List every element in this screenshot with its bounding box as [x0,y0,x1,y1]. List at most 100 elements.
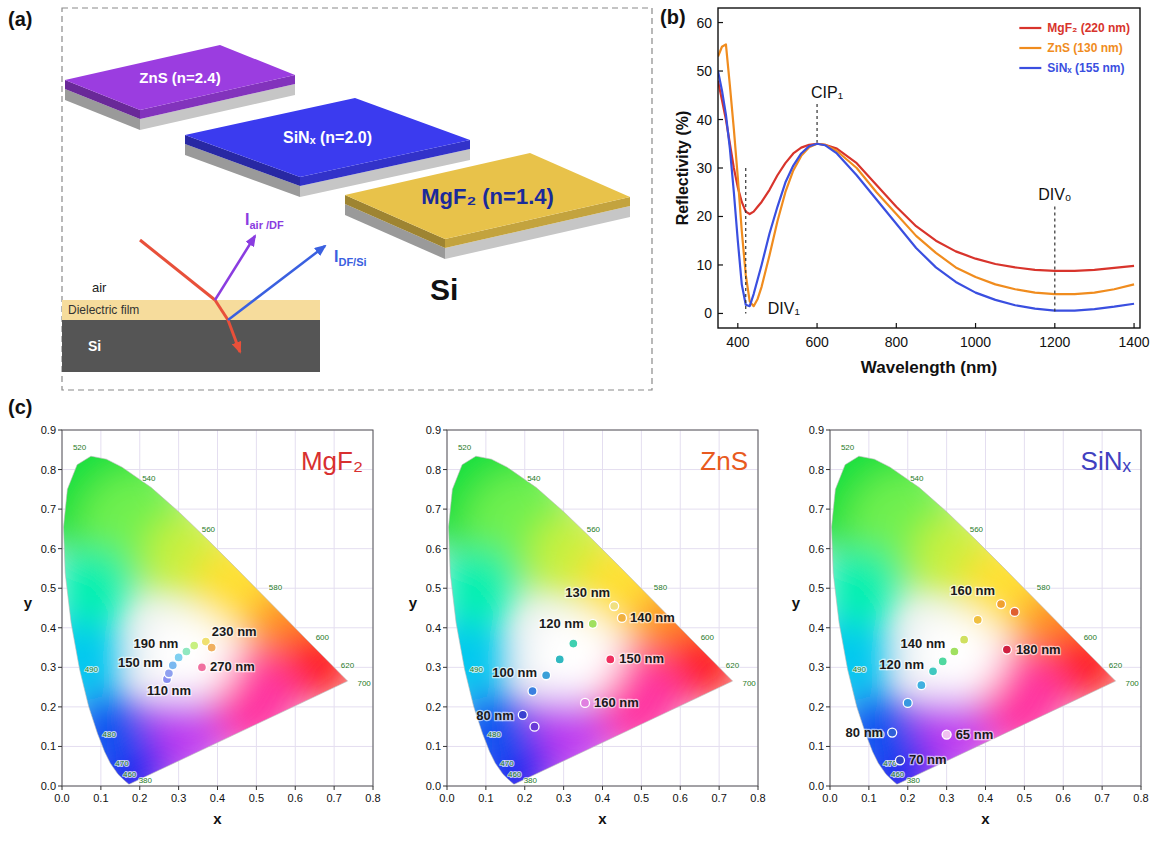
wavelength-label: 540 [910,474,924,483]
film-slab: MgF₂ (n=1.4) [345,153,630,259]
tick-label: 0.8 [1133,792,1148,804]
tick [58,548,62,549]
point-label: 160 nm [594,695,639,710]
tick-label: 0.6 [426,543,441,555]
tick-label: 0.7 [326,792,341,804]
tick [443,588,447,589]
data-point [997,600,1006,609]
point-label: 110 nm [147,683,191,698]
reflected-ray [215,236,255,300]
tick [826,588,830,589]
si-layer [62,320,320,372]
tick-label: 0.0 [439,792,454,804]
tick-label: 0.1 [809,740,824,752]
tick [58,588,62,589]
tick-label: 0.8 [365,792,380,804]
annotation: CIP₁ [811,84,843,101]
plot-frame [447,430,758,786]
wavelength-label: 540 [142,474,156,483]
film-label: MgF₂ (n=1.4) [421,184,554,209]
colour-blob [530,610,620,700]
tick [178,786,179,790]
tick [443,509,447,510]
tick-label: 0.7 [711,792,726,804]
wavelength-label: 620 [726,661,740,670]
tick [1054,323,1055,328]
panel-c-plot: 5205405605806006207004904804704603800.00… [777,397,1148,827]
tick [256,786,257,790]
point-label: 150 nm [619,651,664,666]
data-point [973,615,982,624]
tick-label: 10 [696,257,712,273]
tick [443,469,447,470]
tick [868,786,869,790]
film-label: ZnS (n=2.4) [139,69,220,86]
tick [443,746,447,747]
tick-label: 1000 [960,334,991,350]
legend-swatch [1019,47,1041,49]
annotation-line [1054,206,1055,313]
tick-label: 1400 [1118,334,1149,350]
wavelength-label: 580 [654,583,668,592]
point-label: 70 nm [909,752,947,767]
axis-title: y [409,594,418,611]
panel-a: ZnS (n=2.4)SiNₓ (n=2.0)MgF₂ (n=1.4)Siair… [62,8,652,390]
layer-label: air [92,280,107,295]
point-label: 120 nm [879,657,924,672]
wavelength-label: 460 [891,770,905,779]
wavelength-label: 520 [73,443,87,452]
tick-label: 0.2 [132,792,147,804]
panel-label: (b) [660,6,686,28]
legend-swatch [1019,67,1041,69]
tick-label: 0.5 [809,582,824,594]
panel-label: (a) [8,8,32,30]
wavelength-label: 560 [587,525,601,534]
tick-label: 30 [696,160,712,176]
tick-label: 0.3 [809,661,824,673]
grid-line [1102,430,1103,786]
tick-label: 60 [696,15,712,31]
point-label: 190 nm [134,636,179,651]
tick [447,786,448,790]
legend-label: ZnS (130 nm) [1047,41,1122,55]
tick-label: 0.6 [1056,792,1071,804]
point-labels: 80 nm100 nm120 nm130 nm140 nm150 nm160 n… [476,585,675,723]
tick-label: 0.6 [288,792,303,804]
points [888,600,1019,765]
grid-line [1063,430,1064,786]
tick [295,786,296,790]
tick [985,786,986,790]
tick [826,706,830,707]
data-point [518,710,527,719]
data-point [174,653,183,662]
tick [62,786,63,790]
tick-label: 0.6 [41,543,56,555]
tick-label: 0.5 [41,582,56,594]
data-point [197,663,206,672]
film-top [65,45,295,110]
spectral-locus [832,456,1116,784]
tick [373,786,374,790]
wavelength-label: 460 [123,770,137,779]
tick [58,706,62,707]
tick-label: 0.5 [1017,792,1032,804]
data-point [942,730,951,739]
tick-label: 0.4 [595,792,610,804]
tick-label: 0.0 [54,792,69,804]
ray-subscript: air /DF [249,219,284,231]
wavelength-label: 480 [487,730,501,739]
point-labels: 65 nm70 nm80 nm120 nm140 nm160 nm180 nm [846,583,1061,767]
tick-label: 0.4 [978,792,993,804]
colour-blob [438,548,518,628]
tick-label: 0.0 [822,792,837,804]
grid-line [334,430,335,786]
data-point [190,641,199,650]
colour-blob [53,548,133,628]
tick [58,430,62,431]
plot-frame [718,8,1140,328]
panel-b: 4006008001000120014000102030405060Wavele… [674,8,1150,377]
wavelength-label: 580 [1037,583,1051,592]
point-label: 120 nm [539,616,584,631]
data-point [950,647,959,656]
tick-label: 0.4 [41,622,56,634]
